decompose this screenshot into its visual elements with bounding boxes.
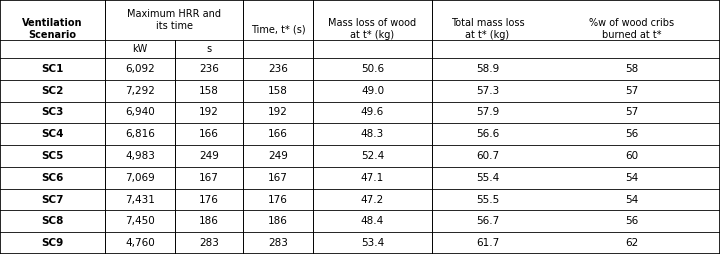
Text: Ventilation
Scenario: Ventilation Scenario — [22, 18, 83, 40]
Text: 236: 236 — [199, 64, 219, 74]
Text: 167: 167 — [268, 173, 288, 183]
Text: 4,983: 4,983 — [125, 151, 155, 161]
Text: 58: 58 — [625, 64, 638, 74]
Text: 57.3: 57.3 — [476, 86, 499, 96]
Text: 47.1: 47.1 — [361, 173, 384, 183]
Text: 60: 60 — [625, 151, 638, 161]
Text: SC2: SC2 — [41, 86, 63, 96]
Text: SC5: SC5 — [41, 151, 63, 161]
Text: SC8: SC8 — [41, 216, 63, 226]
Text: 186: 186 — [268, 216, 288, 226]
Text: 49.0: 49.0 — [361, 86, 384, 96]
Text: 48.3: 48.3 — [361, 129, 384, 139]
Text: SC3: SC3 — [41, 107, 63, 117]
Text: 57: 57 — [625, 86, 638, 96]
Text: 6,940: 6,940 — [125, 107, 155, 117]
Text: 158: 158 — [268, 86, 288, 96]
Text: 176: 176 — [199, 195, 219, 204]
Text: 167: 167 — [199, 173, 219, 183]
Text: 192: 192 — [199, 107, 219, 117]
Text: 7,431: 7,431 — [125, 195, 155, 204]
Text: 7,292: 7,292 — [125, 86, 155, 96]
Text: SC6: SC6 — [41, 173, 63, 183]
Text: %w of wood cribs
burned at t*: %w of wood cribs burned at t* — [589, 18, 674, 40]
Text: 53.4: 53.4 — [361, 238, 384, 248]
Text: 6,816: 6,816 — [125, 129, 155, 139]
Text: Maximum HRR and
its time: Maximum HRR and its time — [127, 9, 221, 31]
Text: kW: kW — [132, 44, 148, 54]
Text: 4,760: 4,760 — [125, 238, 155, 248]
Text: 57.9: 57.9 — [476, 107, 499, 117]
Text: SC9: SC9 — [41, 238, 63, 248]
Text: 56: 56 — [625, 216, 638, 226]
Text: 166: 166 — [268, 129, 288, 139]
Text: 62: 62 — [625, 238, 638, 248]
Text: 186: 186 — [199, 216, 219, 226]
Text: 7,069: 7,069 — [125, 173, 155, 183]
Text: Total mass loss
at t* (kg): Total mass loss at t* (kg) — [451, 18, 524, 40]
Text: 54: 54 — [625, 195, 638, 204]
Text: 166: 166 — [199, 129, 219, 139]
Text: s: s — [207, 44, 212, 54]
Text: SC7: SC7 — [41, 195, 64, 204]
Text: 57: 57 — [625, 107, 638, 117]
Text: 47.2: 47.2 — [361, 195, 384, 204]
Text: SC4: SC4 — [41, 129, 64, 139]
Text: 60.7: 60.7 — [476, 151, 499, 161]
Text: 283: 283 — [199, 238, 219, 248]
Text: 56.7: 56.7 — [476, 216, 499, 226]
Text: 56.6: 56.6 — [476, 129, 499, 139]
Text: 192: 192 — [268, 107, 288, 117]
Text: 54: 54 — [625, 173, 638, 183]
Text: Time, t* (s): Time, t* (s) — [251, 24, 305, 34]
Text: 236: 236 — [268, 64, 288, 74]
Text: SC1: SC1 — [41, 64, 63, 74]
Text: 7,450: 7,450 — [125, 216, 155, 226]
Text: 176: 176 — [268, 195, 288, 204]
Text: 249: 249 — [199, 151, 219, 161]
Text: Mass loss of wood
at t* (kg): Mass loss of wood at t* (kg) — [328, 18, 417, 40]
Text: 61.7: 61.7 — [476, 238, 499, 248]
Text: 6,092: 6,092 — [125, 64, 155, 74]
Text: 55.4: 55.4 — [476, 173, 499, 183]
Text: 50.6: 50.6 — [361, 64, 384, 74]
Text: 249: 249 — [268, 151, 288, 161]
Text: 55.5: 55.5 — [476, 195, 499, 204]
Text: 52.4: 52.4 — [361, 151, 384, 161]
Text: 49.6: 49.6 — [361, 107, 384, 117]
Text: 158: 158 — [199, 86, 219, 96]
Text: 48.4: 48.4 — [361, 216, 384, 226]
Text: 58.9: 58.9 — [476, 64, 499, 74]
Text: 56: 56 — [625, 129, 638, 139]
Text: 283: 283 — [268, 238, 288, 248]
